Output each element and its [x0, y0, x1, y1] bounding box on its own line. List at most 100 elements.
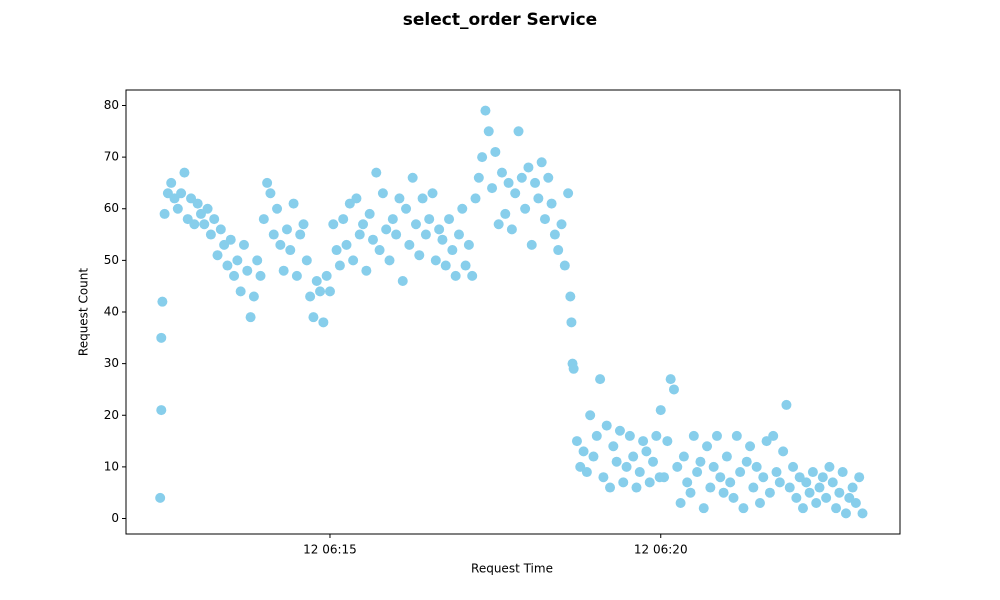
point	[506, 224, 517, 235]
point	[788, 461, 799, 472]
point	[334, 260, 345, 271]
y-tick-label: 70	[104, 150, 119, 164]
point	[457, 203, 468, 214]
point	[601, 420, 612, 431]
y-tick-label: 10	[104, 459, 119, 473]
point	[156, 332, 167, 343]
point	[367, 234, 378, 245]
point	[463, 239, 474, 250]
point	[404, 239, 415, 250]
point	[305, 291, 316, 302]
point	[621, 461, 632, 472]
point	[685, 487, 696, 498]
point	[692, 467, 703, 478]
point	[556, 219, 567, 230]
point	[308, 312, 319, 323]
point	[470, 193, 481, 204]
point	[850, 498, 861, 509]
point	[804, 487, 815, 498]
point	[496, 167, 507, 178]
y-tick-label: 60	[104, 201, 119, 215]
point	[675, 498, 686, 509]
y-tick-label: 20	[104, 408, 119, 422]
point	[258, 214, 269, 225]
point	[155, 492, 166, 503]
point	[598, 472, 609, 483]
point	[563, 188, 574, 199]
point	[516, 172, 527, 183]
point	[678, 451, 689, 462]
point	[651, 430, 662, 441]
point	[460, 260, 471, 271]
point	[827, 477, 838, 488]
point	[212, 250, 223, 261]
y-tick-label: 40	[104, 305, 119, 319]
y-tick-label: 0	[111, 511, 119, 525]
point	[437, 234, 448, 245]
point	[341, 239, 352, 250]
point	[156, 405, 167, 416]
point	[614, 425, 625, 436]
point	[618, 477, 629, 488]
point	[731, 430, 742, 441]
point	[222, 260, 233, 271]
point	[533, 193, 544, 204]
point	[377, 188, 388, 199]
chart-title: select_order Service	[403, 10, 597, 30]
point	[157, 296, 168, 307]
point	[298, 219, 309, 230]
point	[628, 451, 639, 462]
point	[510, 188, 521, 199]
point	[648, 456, 659, 467]
point	[634, 467, 645, 478]
point	[417, 193, 428, 204]
point	[447, 245, 458, 256]
point	[566, 317, 577, 328]
point	[595, 374, 606, 385]
point	[351, 193, 362, 204]
point	[354, 229, 365, 240]
point	[682, 477, 693, 488]
point	[641, 446, 652, 457]
point	[578, 446, 589, 457]
point	[295, 229, 306, 240]
point	[391, 229, 402, 240]
point	[543, 172, 554, 183]
point	[539, 214, 550, 225]
point	[857, 508, 868, 519]
point	[695, 456, 706, 467]
point	[407, 172, 418, 183]
point	[430, 255, 441, 266]
point	[410, 219, 421, 230]
point	[526, 239, 537, 250]
point	[328, 219, 339, 230]
point	[288, 198, 299, 209]
point	[718, 487, 729, 498]
point	[741, 456, 752, 467]
point	[771, 467, 782, 478]
point	[698, 503, 709, 514]
point	[503, 177, 514, 188]
point	[631, 482, 642, 493]
point	[638, 436, 649, 447]
point	[513, 126, 524, 137]
plot-area	[155, 105, 868, 519]
point	[847, 482, 858, 493]
point	[166, 177, 177, 188]
point	[565, 291, 576, 302]
point	[748, 482, 759, 493]
plot-frame	[125, 89, 901, 535]
point	[568, 363, 579, 374]
point	[265, 188, 276, 199]
point	[205, 229, 216, 240]
point	[728, 492, 739, 503]
point	[331, 245, 342, 256]
point	[644, 477, 655, 488]
point	[315, 286, 326, 297]
point	[530, 177, 541, 188]
point	[553, 245, 564, 256]
point	[801, 477, 812, 488]
point	[209, 214, 220, 225]
point	[608, 441, 619, 452]
